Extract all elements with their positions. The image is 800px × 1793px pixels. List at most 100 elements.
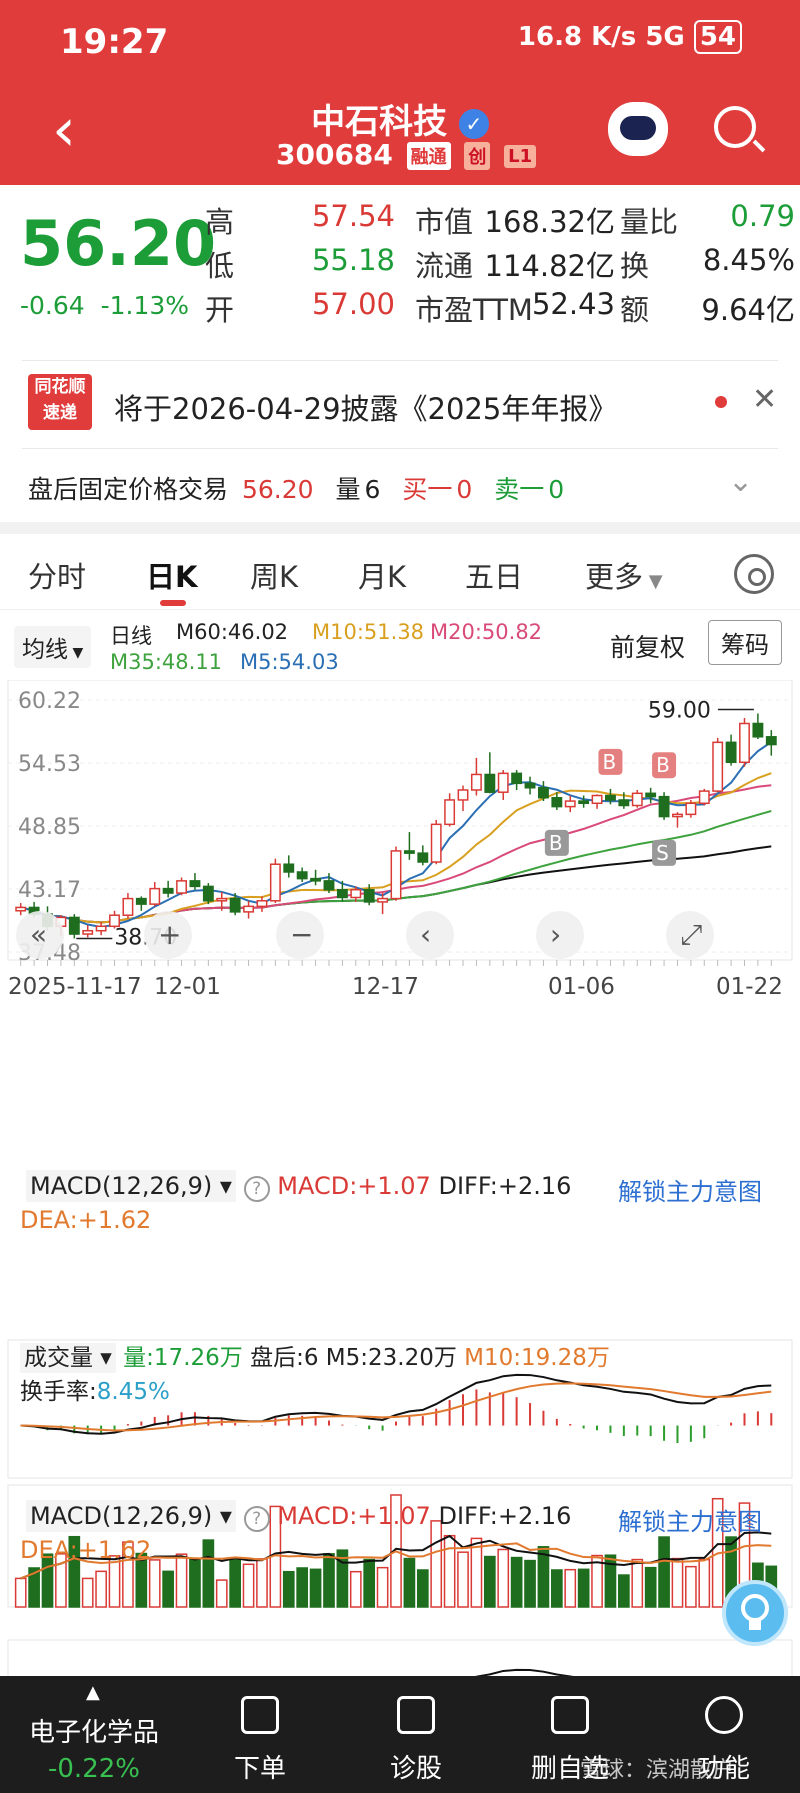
x-tick-label: 01-22 xyxy=(716,974,783,1000)
signal-marker-label: B xyxy=(549,831,563,855)
tab-more[interactable]: 更多 ▼ xyxy=(585,560,663,594)
chart-control-button[interactable] xyxy=(536,911,584,959)
volume-bar xyxy=(282,1570,295,1608)
quote-panel: 56.20 -0.64 -1.13% 高 57.54 市值 168.32亿 量比 0.79… xyxy=(0,185,800,350)
section-gap xyxy=(0,522,800,534)
volume-selector[interactable]: 成交量 ▾ xyxy=(20,1343,116,1373)
x-tick-label: 12-17 xyxy=(352,974,419,1000)
candle-body xyxy=(15,906,27,912)
nav-remove-watchlist[interactable]: 删自选 xyxy=(500,1676,640,1793)
macd-selector[interactable]: MACD(12,26,9) ▾ xyxy=(26,1170,236,1202)
volume-m10: M10:19.28万 xyxy=(464,1345,610,1371)
after-hours-price: 56.20 xyxy=(241,475,314,504)
search-icon[interactable] xyxy=(714,106,756,148)
unlock-main-intent-link[interactable]: 解锁主力意图 xyxy=(618,1508,762,1536)
nav-order[interactable]: 下单 xyxy=(190,1676,330,1793)
macd2-selector[interactable]: MACD(12,26,9) ▾ xyxy=(26,1500,236,1532)
chart-control-button[interactable] xyxy=(406,911,454,959)
tab-weekly-k[interactable]: 周K xyxy=(250,560,299,594)
chart-control-button[interactable] xyxy=(144,911,192,959)
tab-active-indicator xyxy=(160,600,186,606)
tag-rongtong: 融通 xyxy=(406,142,451,170)
volume-bar xyxy=(430,1520,443,1608)
signal-marker-label: S xyxy=(656,841,669,865)
volume-bar xyxy=(416,1569,429,1608)
chart-control-icon: ⤢ xyxy=(680,918,702,951)
unlock-main-intent-link[interactable]: 解锁主力意图 xyxy=(618,1178,762,1206)
tab-intraday[interactable]: 分时 xyxy=(28,560,87,594)
volume-bar xyxy=(470,1537,483,1608)
volume-bar xyxy=(256,1558,268,1608)
volume-bar xyxy=(376,1566,389,1608)
volume-bar xyxy=(189,1558,201,1608)
chart-control-button[interactable] xyxy=(666,911,714,959)
candle-body xyxy=(765,736,777,746)
volume-bar xyxy=(215,1579,228,1608)
macd-frame xyxy=(7,1639,793,1676)
settings-icon[interactable] xyxy=(734,554,774,594)
tab-daily-k[interactable]: 日K xyxy=(146,560,198,594)
network-type: 5G xyxy=(645,22,685,52)
chart-control-icon: › xyxy=(550,918,561,951)
nav-diagnose[interactable]: 诊股 xyxy=(346,1676,486,1793)
tab-monthly-k[interactable]: 月K xyxy=(358,560,407,594)
chart-control-button[interactable] xyxy=(276,911,324,959)
candle-body xyxy=(390,850,402,900)
ma-m5: M5:54.03 xyxy=(240,650,339,674)
sector-indicator[interactable]: ▲ 电子化学品 -0.22% xyxy=(28,1682,159,1784)
ma-legend-bar: 均线 ▼ 日线 M60:46.02 M10:51.38 M20:50.82 M3… xyxy=(0,612,800,680)
volume-bar xyxy=(524,1559,536,1608)
lightbulb-icon[interactable] xyxy=(722,1580,788,1646)
quote-value: 0.79 xyxy=(730,199,795,233)
adjust-mode[interactable]: 前复权 xyxy=(610,633,686,662)
volume-bar xyxy=(443,1534,456,1608)
y-tick-label: 43.17 xyxy=(18,878,81,903)
ma-selector[interactable]: 均线 ▼ xyxy=(14,626,92,668)
candle-body xyxy=(82,929,94,935)
candle-body xyxy=(189,880,201,888)
close-icon[interactable]: ✕ xyxy=(752,382,778,417)
candle-body xyxy=(216,897,228,902)
chart-frame xyxy=(7,680,793,961)
k-line-chart[interactable]: 60.2254.5348.8543.1737.4859.0038.70BBBS«… xyxy=(0,680,800,1676)
chart-tabs: 分时 日K 周K 月K 五日 更多 ▼ xyxy=(0,540,800,610)
signal-marker xyxy=(544,829,569,856)
candle-body xyxy=(229,897,241,913)
volume-bar xyxy=(95,1570,107,1608)
robot-assistant-icon[interactable] xyxy=(608,102,668,156)
candle-body xyxy=(685,802,697,816)
volume-bar xyxy=(577,1568,590,1608)
chart-control-button[interactable] xyxy=(16,911,64,959)
help-icon[interactable]: ? xyxy=(243,1506,270,1532)
macd2-value: MACD:+1.07 xyxy=(277,1502,431,1530)
candle-body xyxy=(269,863,281,902)
help-icon[interactable]: ? xyxy=(243,1176,270,1202)
back-icon[interactable]: ‹ xyxy=(52,95,76,165)
candle-body xyxy=(122,897,134,916)
x-tick-label: 12-01 xyxy=(154,974,221,1000)
candle-body xyxy=(95,925,107,932)
volume-bar xyxy=(564,1568,577,1608)
chevron-down-icon[interactable]: ⌄ xyxy=(728,464,754,499)
tab-five-day[interactable]: 五日 xyxy=(465,560,524,594)
tag-level: L1 xyxy=(504,144,537,168)
macd-header: MACD(12,26,9) ▾ ? MACD:+1.07 DIFF:+2.16 xyxy=(26,1170,571,1202)
after-hours-volume: 盘后:6 xyxy=(250,1345,319,1371)
volume-bar xyxy=(14,1577,27,1608)
nav-functions[interactable]: 功能 xyxy=(654,1676,794,1793)
notice-bar[interactable]: 同花顺 速递 将于2026-04-29披露《2025年年报》 ✕ xyxy=(22,368,782,438)
candle-body xyxy=(336,888,348,899)
volume-bar xyxy=(591,1554,603,1608)
volume-bar xyxy=(336,1549,349,1608)
candle-body xyxy=(68,916,80,935)
diff2-value: DIFF:+2.16 xyxy=(438,1502,572,1530)
candle-body xyxy=(484,773,496,793)
candle-body xyxy=(672,813,683,818)
after-hours-title: 盘后固定价格交易 xyxy=(28,475,229,504)
dea-line xyxy=(20,1382,772,1432)
volume-bar xyxy=(658,1536,670,1608)
chip-distribution-button[interactable]: 筹码 xyxy=(708,620,782,665)
volume-bar xyxy=(309,1568,322,1608)
volume-header: 成交量 ▾ 量:17.26万 盘后:6 M5:23.20万 M10:19.28万 xyxy=(20,1338,610,1373)
